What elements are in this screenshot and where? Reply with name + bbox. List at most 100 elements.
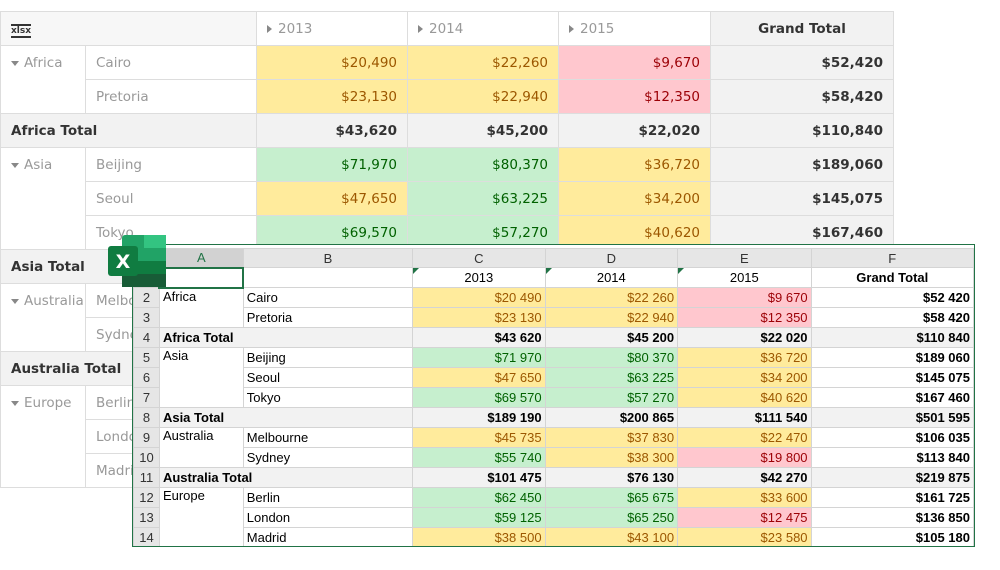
collapse-icon[interactable] <box>11 162 19 168</box>
value-cell[interactable]: $105 180 <box>810 527 974 546</box>
region-cell[interactable]: Africa <box>158 287 244 328</box>
region-cell[interactable]: Australia <box>158 427 244 468</box>
city-cell[interactable]: Cairo <box>242 287 414 308</box>
value-cell[interactable]: $20 490 <box>412 287 546 308</box>
value-cell[interactable]: $9 670 <box>677 287 812 308</box>
total-cell[interactable]: $42 270 <box>677 467 812 488</box>
value-cell[interactable]: $47 650 <box>412 367 546 388</box>
row-number[interactable]: 14 <box>133 527 160 546</box>
region-header[interactable]: Africa <box>0 45 86 114</box>
row-number[interactable]: 3 <box>133 307 160 328</box>
value-cell[interactable]: $113 840 <box>810 447 974 468</box>
city-cell[interactable]: Berlin <box>242 487 414 508</box>
total-cell[interactable]: $111 540 <box>677 407 812 428</box>
value-cell[interactable]: $12 350 <box>677 307 812 328</box>
column-C[interactable]: C <box>412 248 546 268</box>
total-cell[interactable]: $219 875 <box>810 467 974 488</box>
value-cell[interactable]: $65 675 <box>544 487 679 508</box>
value-cell[interactable]: $19 800 <box>677 447 812 468</box>
region-header[interactable]: Europe <box>0 385 86 488</box>
region-cell[interactable]: Asia <box>158 347 244 408</box>
value-cell[interactable]: $34 200 <box>677 367 812 388</box>
collapse-icon[interactable] <box>11 298 19 304</box>
collapse-icon[interactable] <box>11 400 19 406</box>
row-number[interactable]: 11 <box>133 467 160 488</box>
value-cell[interactable]: $23 130 <box>412 307 546 328</box>
row-number[interactable]: 5 <box>133 347 160 368</box>
region-header[interactable]: Asia <box>0 147 86 250</box>
value-cell[interactable]: $37 830 <box>544 427 679 448</box>
value-cell[interactable]: $40 620 <box>677 387 812 408</box>
value-cell[interactable]: $52 420 <box>810 287 974 308</box>
export-cell[interactable]: xlsx <box>0 11 257 46</box>
region-cell[interactable]: Europe <box>158 487 244 546</box>
row-number[interactable]: 7 <box>133 387 160 408</box>
row-number[interactable]: 8 <box>133 407 160 428</box>
city-cell[interactable]: Madrid <box>242 527 414 546</box>
value-cell[interactable]: $80 370 <box>544 347 679 368</box>
total-label-cell[interactable]: Asia Total <box>158 407 414 428</box>
row-number[interactable]: 6 <box>133 367 160 388</box>
value-cell[interactable]: $38 300 <box>544 447 679 468</box>
total-cell[interactable]: $110 840 <box>810 327 974 348</box>
value-cell[interactable]: $145 075 <box>810 367 974 388</box>
column-header-2015[interactable]: 2015 <box>558 11 711 46</box>
collapse-icon[interactable] <box>11 60 19 66</box>
city-cell[interactable]: Seoul <box>242 367 414 388</box>
column-D[interactable]: D <box>544 248 679 268</box>
value-cell[interactable]: $71 970 <box>412 347 546 368</box>
total-cell[interactable]: $189 190 <box>412 407 546 428</box>
city-cell[interactable]: Pretoria <box>242 307 414 328</box>
value-cell[interactable]: $22 470 <box>677 427 812 448</box>
city-cell[interactable]: Melbourne <box>242 427 414 448</box>
column-B[interactable]: B <box>242 248 414 268</box>
expand-icon[interactable] <box>267 24 272 33</box>
year-header-cell[interactable]: 2013 <box>412 267 546 288</box>
value-cell[interactable]: $12 475 <box>677 507 812 528</box>
value-cell[interactable]: $161 725 <box>810 487 974 508</box>
value-cell[interactable]: $38 500 <box>412 527 546 546</box>
row-number[interactable]: 4 <box>133 327 160 348</box>
total-label-cell[interactable]: Africa Total <box>158 327 414 348</box>
year-header-cell[interactable]: 2014 <box>544 267 679 288</box>
column-E[interactable]: E <box>677 248 812 268</box>
value-cell[interactable]: $189 060 <box>810 347 974 368</box>
total-cell[interactable]: $43 620 <box>412 327 546 348</box>
value-cell[interactable]: $63 225 <box>544 367 679 388</box>
value-cell[interactable]: $136 850 <box>810 507 974 528</box>
total-cell[interactable]: $101 475 <box>412 467 546 488</box>
value-cell[interactable]: $59 125 <box>412 507 546 528</box>
total-cell[interactable]: $22 020 <box>677 327 812 348</box>
value-cell[interactable]: $57 270 <box>544 387 679 408</box>
region-header[interactable]: Australia <box>0 283 86 352</box>
total-cell[interactable]: $45 200 <box>544 327 679 348</box>
value-cell[interactable]: $62 450 <box>412 487 546 508</box>
city-cell[interactable]: London <box>242 507 414 528</box>
city-cell[interactable]: Tokyo <box>242 387 414 408</box>
cell[interactable] <box>242 267 414 288</box>
row-number[interactable]: 13 <box>133 507 160 528</box>
column-F[interactable]: F <box>810 248 974 268</box>
value-cell[interactable]: $45 735 <box>412 427 546 448</box>
column-header-2013[interactable]: 2013 <box>256 11 408 46</box>
total-cell[interactable]: $501 595 <box>810 407 974 428</box>
row-number[interactable]: 10 <box>133 447 160 468</box>
city-cell[interactable]: Beijing <box>242 347 414 368</box>
value-cell[interactable]: $23 580 <box>677 527 812 546</box>
row-number[interactable]: 9 <box>133 427 160 448</box>
cell-a1[interactable] <box>158 266 245 289</box>
value-cell[interactable]: $106 035 <box>810 427 974 448</box>
xlsx-export-icon[interactable]: xlsx <box>11 23 32 38</box>
value-cell[interactable]: $43 100 <box>544 527 679 546</box>
row-number[interactable]: 12 <box>133 487 160 508</box>
total-cell[interactable]: $76 130 <box>544 467 679 488</box>
row-number[interactable]: 2 <box>133 287 160 308</box>
column-header-2014[interactable]: 2014 <box>407 11 559 46</box>
expand-icon[interactable] <box>418 24 423 33</box>
value-cell[interactable]: $22 260 <box>544 287 679 308</box>
total-cell[interactable]: $200 865 <box>544 407 679 428</box>
value-cell[interactable]: $58 420 <box>810 307 974 328</box>
value-cell[interactable]: $167 460 <box>810 387 974 408</box>
value-cell[interactable]: $36 720 <box>677 347 812 368</box>
column-A[interactable]: A <box>158 248 244 269</box>
